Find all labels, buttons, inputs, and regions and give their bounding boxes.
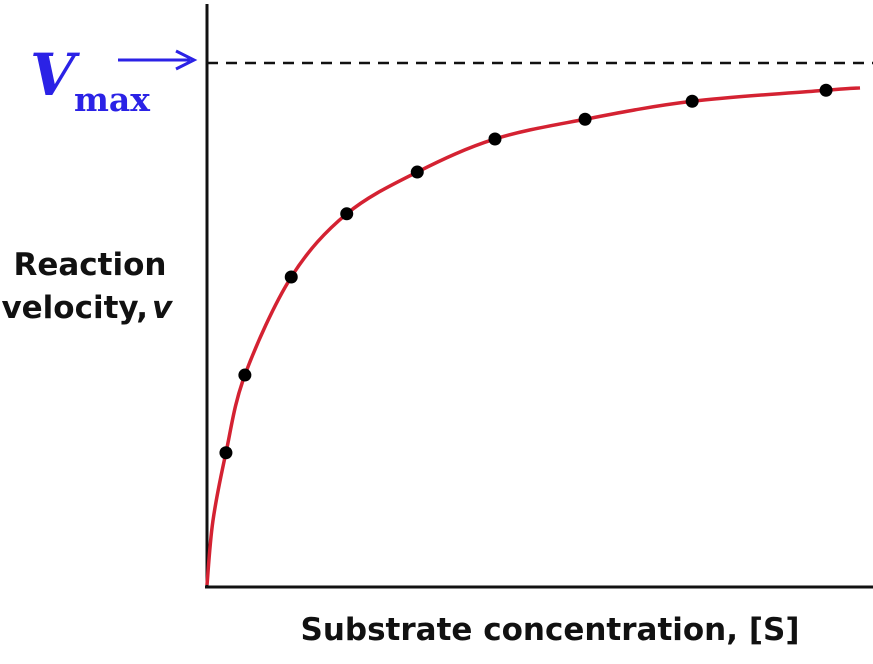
data-point: [578, 112, 592, 126]
arrow-head: [175, 49, 198, 71]
data-point: [284, 270, 298, 284]
y-axis-label: Reaction: [13, 247, 166, 283]
y-axis-variable: v: [152, 290, 174, 326]
data-point: [238, 368, 252, 382]
data-point: [488, 132, 502, 146]
fit-curve: [205, 86, 861, 586]
data-point: [819, 83, 833, 97]
data-point: [340, 207, 354, 221]
data-point: [410, 165, 424, 179]
vmax-subscript: max: [74, 80, 150, 119]
x-axis-label: Substrate concentration, [S]: [301, 612, 800, 648]
y-axis-label: velocity,: [1, 290, 148, 326]
data-point: [685, 94, 699, 108]
vmax-label: V: [30, 41, 80, 109]
data-point: [219, 446, 233, 460]
